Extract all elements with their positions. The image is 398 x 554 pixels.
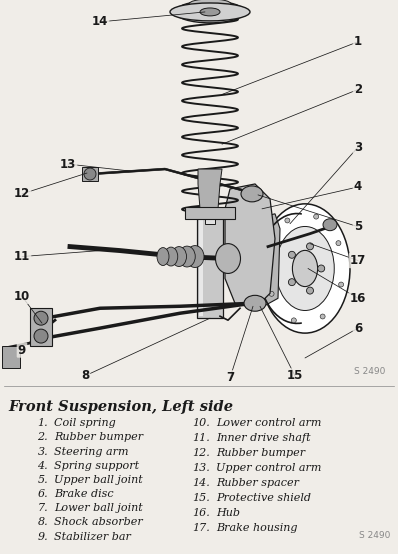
Text: 8.: 8. xyxy=(37,517,48,527)
Text: Steering arm: Steering arm xyxy=(54,447,129,456)
Text: 16: 16 xyxy=(350,292,366,305)
Text: 7: 7 xyxy=(226,371,234,384)
Ellipse shape xyxy=(336,240,341,245)
Text: Inner drive shaft: Inner drive shaft xyxy=(216,433,310,443)
Text: 4.: 4. xyxy=(37,461,48,471)
Text: 5: 5 xyxy=(354,220,362,233)
Text: 11.: 11. xyxy=(192,433,210,443)
Text: 12: 12 xyxy=(14,187,30,201)
Ellipse shape xyxy=(276,227,334,310)
Text: 12.: 12. xyxy=(192,448,210,458)
Bar xyxy=(82,167,98,181)
Ellipse shape xyxy=(183,1,238,15)
Text: Front Suspension, Left side: Front Suspension, Left side xyxy=(8,400,233,414)
Ellipse shape xyxy=(175,1,245,23)
Text: Lower control arm: Lower control arm xyxy=(216,418,321,428)
Text: 2: 2 xyxy=(354,83,362,96)
Text: 16.: 16. xyxy=(192,508,210,518)
Polygon shape xyxy=(250,214,280,308)
Ellipse shape xyxy=(306,287,314,294)
Text: Coil spring: Coil spring xyxy=(54,418,116,428)
Ellipse shape xyxy=(34,329,48,343)
Text: S 2490: S 2490 xyxy=(354,367,385,376)
Ellipse shape xyxy=(306,243,314,250)
Ellipse shape xyxy=(269,291,274,296)
Text: 13: 13 xyxy=(60,157,76,171)
Ellipse shape xyxy=(186,245,204,268)
Ellipse shape xyxy=(314,214,319,219)
Ellipse shape xyxy=(260,204,350,333)
Text: 3.: 3. xyxy=(37,447,48,456)
Ellipse shape xyxy=(164,247,178,266)
Ellipse shape xyxy=(291,318,297,323)
Ellipse shape xyxy=(323,219,337,230)
Ellipse shape xyxy=(293,250,318,286)
Ellipse shape xyxy=(266,250,271,255)
Ellipse shape xyxy=(244,295,266,311)
Bar xyxy=(30,308,52,346)
Text: 7.: 7. xyxy=(37,503,48,513)
Text: 3: 3 xyxy=(354,141,362,153)
Text: Hub: Hub xyxy=(216,508,240,518)
Text: 10.: 10. xyxy=(192,418,210,428)
Text: Brake disc: Brake disc xyxy=(54,489,113,499)
Text: 8: 8 xyxy=(81,370,89,382)
Bar xyxy=(199,216,203,316)
Text: Rubber bumper: Rubber bumper xyxy=(216,448,305,458)
Text: 11: 11 xyxy=(14,250,30,263)
Text: Protective shield: Protective shield xyxy=(216,493,311,503)
Ellipse shape xyxy=(157,248,169,265)
Text: Rubber bumper: Rubber bumper xyxy=(54,432,143,443)
Text: 5.: 5. xyxy=(37,475,48,485)
Text: 10: 10 xyxy=(14,290,30,303)
Text: Lower ball joint: Lower ball joint xyxy=(54,503,143,513)
Bar xyxy=(2,346,20,368)
Ellipse shape xyxy=(170,3,250,21)
Text: Upper control arm: Upper control arm xyxy=(216,463,321,473)
Ellipse shape xyxy=(189,0,231,9)
Ellipse shape xyxy=(179,246,195,267)
Text: Spring support: Spring support xyxy=(54,461,139,471)
Polygon shape xyxy=(198,169,222,209)
Ellipse shape xyxy=(215,244,240,274)
Ellipse shape xyxy=(339,282,343,287)
Text: 2.: 2. xyxy=(37,432,48,443)
Ellipse shape xyxy=(318,265,325,272)
Text: 14.: 14. xyxy=(192,478,210,488)
Ellipse shape xyxy=(289,279,295,286)
Text: 9: 9 xyxy=(18,343,26,357)
Text: Rubber spacer: Rubber spacer xyxy=(216,478,299,488)
Bar xyxy=(205,194,215,224)
Text: 6.: 6. xyxy=(37,489,48,499)
Text: 15.: 15. xyxy=(192,493,210,503)
Text: 4: 4 xyxy=(354,181,362,193)
Text: Brake housing: Brake housing xyxy=(216,523,297,533)
Text: 1.: 1. xyxy=(37,418,48,428)
Bar xyxy=(197,214,223,318)
Ellipse shape xyxy=(172,247,187,266)
Text: 6: 6 xyxy=(354,322,362,335)
Ellipse shape xyxy=(200,8,220,16)
Ellipse shape xyxy=(289,252,295,258)
Text: 17: 17 xyxy=(350,254,366,267)
Text: S 2490: S 2490 xyxy=(359,531,390,540)
Bar xyxy=(185,207,235,219)
Ellipse shape xyxy=(84,168,96,180)
Text: 1: 1 xyxy=(354,35,362,48)
Ellipse shape xyxy=(285,218,290,223)
Text: 17.: 17. xyxy=(192,523,210,533)
Text: 15: 15 xyxy=(287,370,303,382)
Ellipse shape xyxy=(241,186,263,202)
Ellipse shape xyxy=(34,311,48,325)
Ellipse shape xyxy=(320,314,325,319)
Polygon shape xyxy=(225,184,275,308)
Text: Stabilizer bar: Stabilizer bar xyxy=(54,532,131,542)
Text: 9.: 9. xyxy=(37,532,48,542)
Text: Shock absorber: Shock absorber xyxy=(54,517,143,527)
Text: 13.: 13. xyxy=(192,463,210,473)
Text: Upper ball joint: Upper ball joint xyxy=(54,475,143,485)
Text: 14: 14 xyxy=(92,16,108,28)
